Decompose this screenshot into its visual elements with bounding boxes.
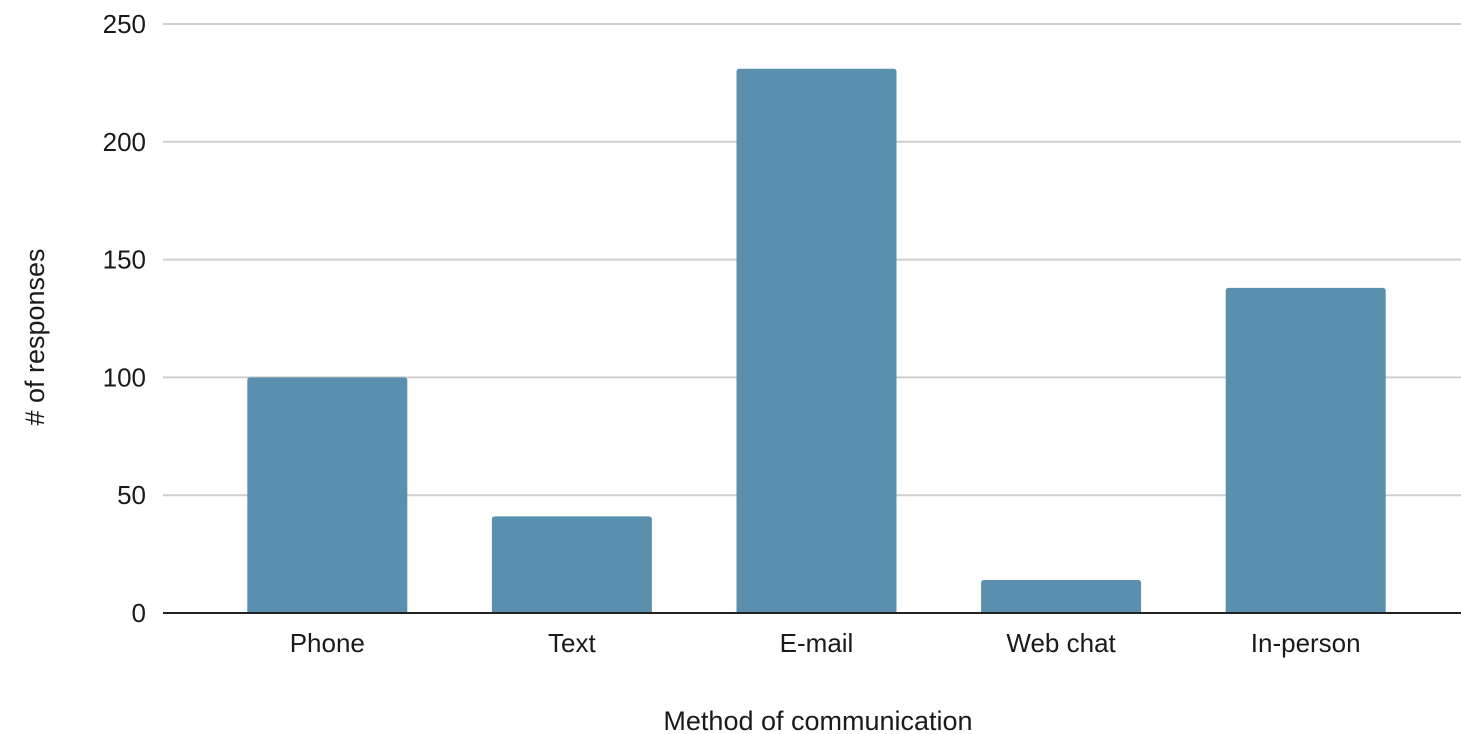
x-axis-title: Method of communication — [663, 706, 972, 734]
y-tick-label: 250 — [103, 9, 146, 39]
x-tick-label: Phone — [290, 628, 365, 658]
y-tick-label: 200 — [103, 127, 146, 157]
y-tick-label: 100 — [103, 362, 146, 392]
bars — [247, 68, 1386, 614]
x-axis-ticks: Phone Text E-mail Web chat In-person — [290, 628, 1361, 658]
y-tick-label: 150 — [103, 245, 146, 275]
bar-web-chat — [981, 580, 1142, 613]
x-tick-label: E-mail — [780, 628, 854, 658]
y-axis-title: # of responses — [20, 248, 50, 425]
y-axis-ticks: 0 50 100 150 200 250 — [103, 9, 146, 628]
x-tick-label: Text — [548, 628, 596, 658]
bar-in-person — [1225, 287, 1386, 613]
x-tick-label: In-person — [1251, 628, 1361, 658]
bar-phone — [247, 377, 408, 613]
x-tick-label: Web chat — [1006, 628, 1116, 658]
bar-e-mail — [736, 68, 897, 614]
y-tick-label: 50 — [117, 480, 146, 510]
y-tick-label: 0 — [132, 598, 146, 628]
bar-text — [491, 516, 652, 613]
